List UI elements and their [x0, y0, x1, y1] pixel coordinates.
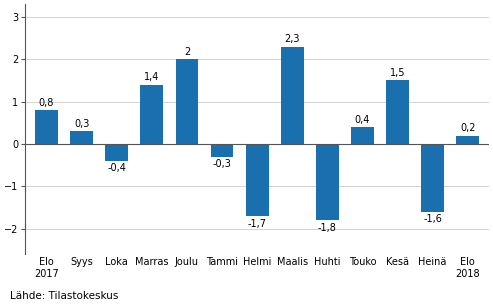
Bar: [457, 136, 479, 144]
Bar: [351, 127, 374, 144]
Bar: [70, 131, 93, 144]
Bar: [176, 59, 198, 144]
Bar: [35, 110, 58, 144]
Text: 0,8: 0,8: [39, 98, 54, 108]
Bar: [106, 144, 128, 161]
Bar: [316, 144, 339, 220]
Text: 1,4: 1,4: [144, 72, 160, 82]
Text: -1,8: -1,8: [318, 223, 337, 233]
Text: 0,4: 0,4: [355, 115, 370, 125]
Text: 2,3: 2,3: [284, 34, 300, 44]
Bar: [281, 47, 304, 144]
Bar: [211, 144, 234, 157]
Text: 1,5: 1,5: [390, 68, 405, 78]
Text: 0,3: 0,3: [74, 119, 89, 129]
Text: 2: 2: [184, 47, 190, 57]
Bar: [421, 144, 444, 212]
Text: -0,4: -0,4: [107, 164, 126, 174]
Bar: [141, 85, 163, 144]
Text: Lähde: Tilastokeskus: Lähde: Tilastokeskus: [10, 291, 118, 301]
Bar: [386, 81, 409, 144]
Text: -1,6: -1,6: [423, 214, 442, 224]
Text: 0,2: 0,2: [460, 123, 476, 133]
Bar: [246, 144, 269, 216]
Text: -0,3: -0,3: [212, 159, 232, 169]
Text: -1,7: -1,7: [247, 219, 267, 229]
